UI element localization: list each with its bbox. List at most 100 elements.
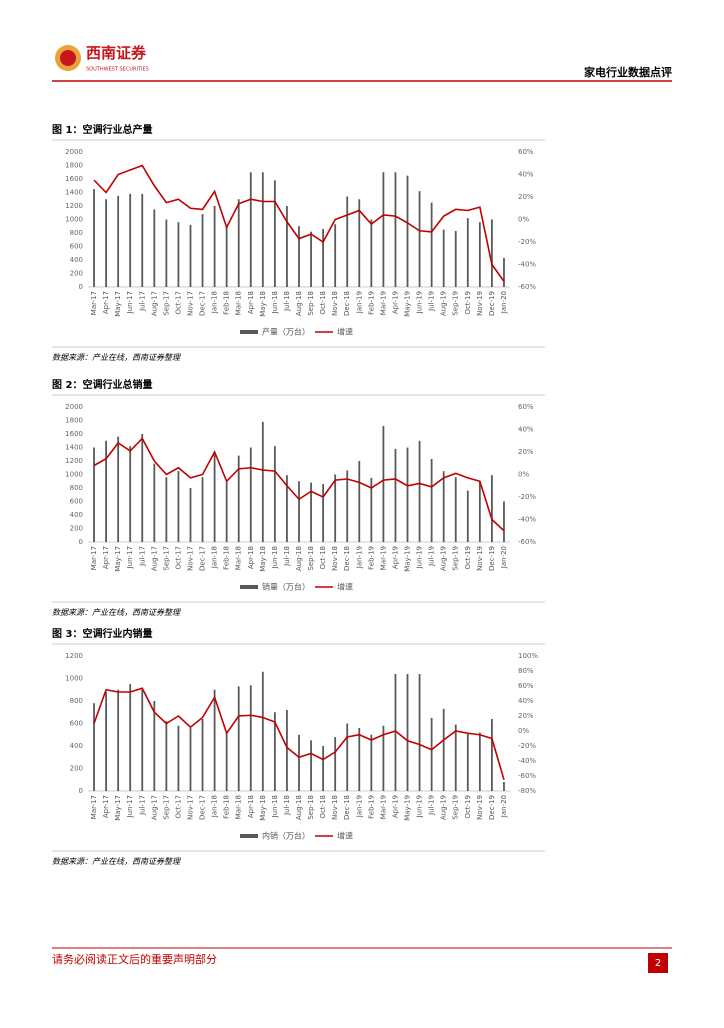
bar — [165, 721, 168, 791]
bar — [322, 483, 325, 542]
bar — [153, 209, 156, 287]
legend-label: 增速 — [337, 831, 353, 841]
bar — [141, 193, 144, 287]
bar — [503, 257, 505, 287]
bar — [418, 191, 421, 287]
y2-tick-label: 80% — [518, 667, 534, 675]
x-tick-label: Aug-18 — [295, 291, 303, 316]
bar — [503, 782, 505, 791]
bar — [165, 219, 168, 287]
bar — [466, 218, 469, 287]
x-tick-label: Apr-18 — [247, 795, 255, 818]
x-tick-label: Mar-19 — [379, 291, 387, 315]
y2-tick-label: -20% — [518, 742, 536, 750]
x-tick-label: Apr-18 — [247, 546, 255, 569]
x-tick-label: May-17 — [114, 291, 122, 317]
bar — [117, 195, 120, 287]
y2-tick-label: 20% — [518, 193, 534, 201]
bar — [201, 477, 204, 542]
bar — [225, 226, 228, 287]
y-tick-label: 1600 — [65, 430, 83, 438]
y2-tick-label: 0% — [518, 471, 529, 479]
line — [93, 687, 505, 780]
bar — [418, 674, 421, 791]
x-tick-label: Jan-18 — [211, 291, 219, 314]
x-tick-label: Feb-19 — [367, 795, 375, 819]
bar — [225, 733, 228, 791]
bar — [249, 447, 252, 542]
x-tick-label: Feb-19 — [367, 546, 375, 570]
bar — [105, 692, 107, 791]
x-tick-label: Dec-18 — [343, 546, 351, 571]
y-tick-label: 1800 — [65, 162, 83, 170]
bar — [153, 701, 156, 791]
logo-inner — [60, 50, 76, 66]
bar — [358, 728, 361, 791]
y-tick-label: 400 — [70, 742, 83, 750]
x-tick-label: Feb-18 — [223, 291, 231, 315]
y2-tick-label: -20% — [518, 493, 536, 501]
bar — [454, 230, 457, 287]
y-tick-label: 1000 — [65, 675, 83, 683]
line — [93, 437, 505, 532]
x-tick-label: Aug-19 — [440, 291, 448, 316]
x-tick-label: Mar-18 — [235, 546, 243, 570]
x-tick-label: Apr-19 — [391, 291, 399, 314]
bar — [213, 206, 216, 287]
bar — [491, 475, 493, 542]
bar — [454, 477, 457, 542]
y2-tick-label: -60% — [518, 772, 536, 780]
x-tick-label: Jan-19 — [355, 291, 363, 314]
x-tick-label: Apr-18 — [247, 291, 255, 314]
bar — [322, 228, 325, 287]
x-tick-label: Sep-17 — [162, 546, 170, 571]
x-tick-label: Sep-19 — [452, 546, 460, 571]
x-tick-label: Oct-19 — [464, 291, 472, 315]
bar — [237, 199, 240, 287]
y-tick-label: 800 — [70, 697, 83, 705]
x-tick-label: Jun-18 — [271, 546, 279, 569]
bar — [117, 689, 120, 791]
x-tick-label: Apr-19 — [391, 546, 399, 569]
x-tick-label: Mar-19 — [379, 546, 387, 570]
bar — [141, 689, 144, 791]
bar — [93, 189, 95, 287]
bar — [237, 686, 240, 791]
company: 西南证券 — [86, 44, 147, 62]
y-tick-label: 600 — [70, 498, 83, 506]
y-tick-label: 0 — [79, 283, 83, 291]
x-tick-label: Oct-19 — [464, 546, 472, 570]
bar — [406, 447, 409, 542]
x-tick-label: Nov-18 — [331, 546, 339, 571]
bar — [346, 196, 349, 287]
bar — [346, 470, 349, 542]
bar — [466, 490, 469, 542]
x-tick-label: May-19 — [404, 546, 412, 572]
bar — [177, 471, 180, 542]
y2-tick-label: 40% — [518, 697, 534, 705]
company-en: SOUTHWEST SECURITIES — [86, 67, 149, 73]
bar — [298, 734, 300, 791]
x-tick-label: Sep-18 — [307, 291, 315, 316]
y-tick-label: 600 — [70, 243, 83, 251]
bar — [129, 193, 132, 287]
x-tick-label: Sep-18 — [307, 795, 315, 820]
y2-tick-label: 40% — [518, 171, 534, 179]
y2-tick-label: -20% — [518, 238, 536, 246]
legend-swatch — [240, 585, 258, 589]
bar — [177, 725, 180, 791]
x-tick-label: Dec-19 — [488, 546, 496, 571]
bar — [249, 172, 252, 287]
line — [93, 164, 505, 282]
x-tick-label: Oct-18 — [319, 291, 327, 315]
x-tick-label: Sep-17 — [162, 291, 170, 316]
bar — [394, 172, 397, 287]
bar — [491, 219, 493, 287]
x-tick-label: Aug-17 — [150, 291, 158, 316]
bar — [394, 674, 397, 791]
bar — [406, 175, 409, 287]
y2-tick-label: 60% — [518, 148, 534, 156]
x-tick-label: May-18 — [259, 795, 267, 821]
y-tick-label: 400 — [70, 256, 83, 264]
